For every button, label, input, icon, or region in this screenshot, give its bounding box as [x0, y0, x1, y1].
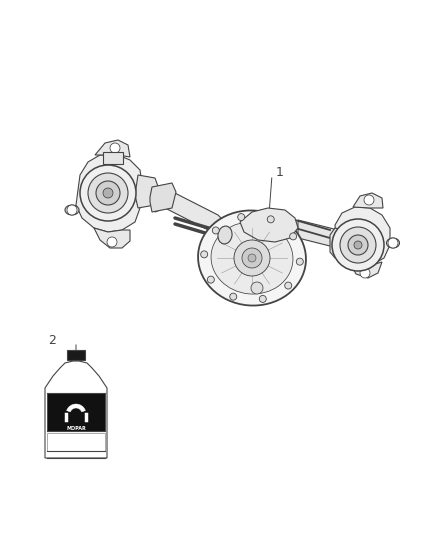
- Circle shape: [354, 241, 362, 249]
- Circle shape: [110, 143, 120, 153]
- Circle shape: [348, 235, 368, 255]
- FancyBboxPatch shape: [103, 152, 123, 164]
- Circle shape: [251, 282, 263, 294]
- Ellipse shape: [211, 222, 293, 294]
- FancyBboxPatch shape: [47, 393, 105, 431]
- Circle shape: [212, 227, 219, 234]
- Ellipse shape: [218, 226, 232, 244]
- Circle shape: [340, 227, 376, 263]
- Circle shape: [267, 216, 274, 223]
- Circle shape: [360, 268, 370, 278]
- Circle shape: [248, 254, 256, 262]
- Circle shape: [201, 251, 208, 258]
- Circle shape: [259, 295, 266, 302]
- Circle shape: [230, 293, 237, 300]
- Circle shape: [285, 282, 292, 289]
- FancyBboxPatch shape: [47, 433, 105, 451]
- Circle shape: [234, 240, 270, 276]
- Polygon shape: [353, 193, 383, 208]
- Polygon shape: [94, 228, 130, 248]
- Circle shape: [80, 165, 136, 221]
- Circle shape: [88, 173, 128, 213]
- Ellipse shape: [386, 238, 399, 248]
- Text: MOPAR: MOPAR: [66, 425, 86, 431]
- Ellipse shape: [198, 211, 306, 305]
- Polygon shape: [135, 175, 160, 208]
- Polygon shape: [350, 262, 382, 278]
- Circle shape: [297, 258, 304, 265]
- Polygon shape: [150, 183, 176, 212]
- Polygon shape: [45, 361, 107, 458]
- Polygon shape: [67, 404, 85, 412]
- Circle shape: [388, 238, 398, 248]
- Circle shape: [67, 205, 77, 215]
- Polygon shape: [330, 228, 342, 258]
- Polygon shape: [67, 350, 85, 360]
- Circle shape: [103, 188, 113, 198]
- Circle shape: [290, 233, 297, 240]
- Polygon shape: [155, 188, 225, 235]
- Ellipse shape: [65, 205, 79, 215]
- Circle shape: [107, 237, 117, 247]
- Polygon shape: [298, 220, 342, 248]
- Text: 2: 2: [48, 334, 56, 346]
- Circle shape: [238, 214, 245, 221]
- Circle shape: [364, 195, 374, 205]
- Polygon shape: [76, 155, 142, 232]
- Circle shape: [332, 219, 384, 271]
- Circle shape: [96, 181, 120, 205]
- Polygon shape: [95, 140, 130, 157]
- Polygon shape: [335, 207, 390, 267]
- Circle shape: [242, 248, 262, 268]
- Text: 1: 1: [276, 166, 284, 179]
- Circle shape: [207, 276, 214, 283]
- Polygon shape: [240, 208, 298, 242]
